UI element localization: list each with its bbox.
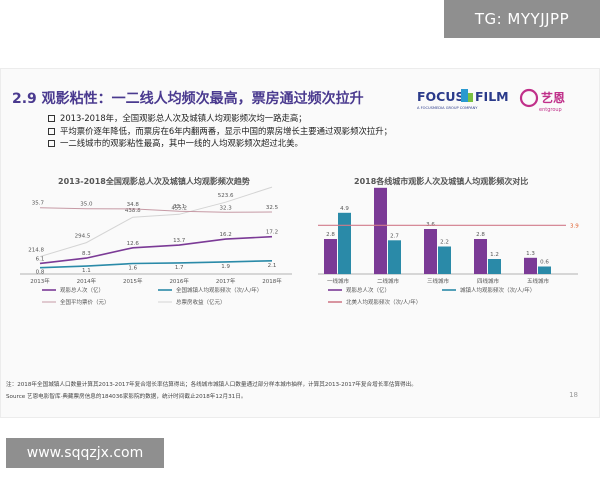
legend-label: 北美人均观影频次（次/人/年）	[346, 298, 421, 306]
logo-brand-sub-text: entgroup	[539, 107, 562, 113]
bar-value-label: 1.3	[526, 251, 535, 257]
reference-line-label: 3.9	[570, 223, 579, 229]
bar	[438, 246, 451, 274]
legend-label: 总票房收益（亿元）	[176, 298, 226, 306]
data-label: 1.9	[221, 264, 230, 270]
data-label: 1.1	[82, 268, 91, 274]
x-tick-label: 2017年	[216, 277, 236, 285]
data-label: 0.8	[36, 270, 45, 276]
bullet-square-icon	[48, 127, 55, 135]
data-label: 1.6	[128, 266, 137, 272]
series-line-1	[39, 260, 273, 269]
bullet-item: 2013-2018年，全国观影总人次及城镇人均观影频次均一路走高；	[48, 112, 392, 125]
bullet-square-icon	[48, 115, 55, 122]
x-tick-label: 2014年	[77, 277, 97, 285]
x-tick-label: 三线城市	[427, 277, 450, 285]
data-label: 32.3	[219, 205, 232, 211]
data-label: 12.6	[127, 241, 140, 247]
data-label: 294.5	[75, 234, 91, 240]
data-label: 32.5	[266, 205, 279, 211]
bar	[374, 187, 387, 275]
bar-chart: 2.84.9一线城市6.92.7二线城市3.62.2三线城市2.81.2四线城市…	[318, 186, 579, 306]
page-title: 2.9 观影粘性：一二线人均频次最高，票房通过频次拉升	[12, 91, 364, 107]
data-label: 2.1	[268, 263, 277, 269]
x-tick-label: 2015年	[123, 277, 143, 285]
legend-label: 观影总人次（亿）	[346, 286, 390, 294]
logo-film-text: FILM	[475, 89, 509, 104]
source-note: Source 艺恩电影智库·典藏票房信息的184036家影院的数据，统计时间截止…	[6, 394, 247, 400]
bar	[388, 240, 401, 275]
series-line-2	[39, 207, 273, 213]
data-label: 16.2	[219, 232, 231, 238]
slide: 2.9 观影粘性：一二线人均频次最高，票房通过频次拉升 FOCUS FILM A…	[0, 68, 600, 418]
bar	[488, 259, 501, 274]
page-number: 18	[569, 391, 578, 399]
bar-value-label: 1.2	[490, 252, 499, 258]
x-tick-label: 二线城市	[377, 277, 400, 285]
data-label: 35.7	[32, 201, 45, 207]
series-line-0	[39, 235, 273, 265]
bar	[538, 266, 551, 274]
data-label: 6.1	[36, 256, 45, 262]
bar	[474, 239, 487, 274]
footnote: 注：2018年全国城镇人口数量计算其2013-2017年复合增长率估算得出；各线…	[6, 382, 417, 388]
data-label: 33.1	[173, 204, 185, 210]
tg-overlay-badge: TG: MYYJJPP	[444, 0, 600, 38]
x-tick-label: 一线城市	[327, 277, 350, 285]
x-tick-label: 四线城市	[477, 277, 500, 285]
logo-brand-text: 艺恩	[541, 90, 565, 105]
data-label: 17.2	[266, 230, 278, 236]
data-label: 455.2	[171, 205, 187, 211]
bullet-item: 一二线城市的观影粘性最高，其中一线的人均观影频次超过北美。	[48, 137, 392, 150]
legend-label: 全国平均票价（元）	[60, 298, 110, 306]
legend-label: 观影总人次（亿）	[60, 286, 104, 294]
watermark-badge: www.sqqzjx.com	[6, 438, 164, 468]
series-line-3	[39, 186, 273, 258]
data-label: 8.3	[82, 251, 91, 257]
x-tick-label: 五线城市	[527, 277, 550, 285]
x-tick-label: 2013年	[30, 277, 50, 285]
data-label: 523.6	[218, 193, 234, 199]
bar-value-label: 2.7	[390, 233, 399, 239]
focus-film-entgroup-logo: FOCUS FILM A FOCUSMEDIA GROUP COMPANY 艺恩…	[417, 88, 565, 113]
line-chart: 2013年 2014年 2015年 2016年 2017年 2018年 214.8 294.5…	[20, 186, 292, 306]
legend-label: 城镇人均观影频次（次/人/年）	[460, 286, 535, 294]
x-tick-label: 2018年	[262, 277, 282, 285]
data-label: 35.0	[80, 202, 93, 208]
bar	[424, 229, 437, 274]
line-chart-title: 2013-2018全国观影总人次及城镇人均观影频次趋势	[58, 177, 250, 186]
bar	[324, 239, 337, 274]
logo-focus-text: FOCUS	[417, 89, 465, 104]
logo-sub-text: A FOCUSMEDIA GROUP COMPANY	[417, 106, 478, 110]
data-label: 34.8	[127, 202, 140, 208]
bar-value-label: 0.6	[540, 260, 549, 266]
data-label: 214.8	[28, 248, 44, 254]
bar-value-label: 2.8	[326, 232, 335, 238]
summary-bullets: 2013-2018年，全国观影总人次及城镇人均观影频次均一路走高； 平均票价逐年…	[48, 112, 392, 150]
bullet-item: 平均票价逐年降低，而票房在6年内翻两番，显示中国的票房增长主要通过观影频次拉升；	[48, 125, 392, 138]
bar-value-label: 2.8	[476, 232, 485, 238]
legend-label: 全国城镇人均观影频次（次/人/年）	[176, 286, 262, 294]
x-tick-label: 2016年	[169, 277, 189, 285]
data-label: 1.7	[175, 265, 184, 271]
data-label: 438.8	[125, 208, 141, 214]
bar	[338, 212, 351, 275]
bar-chart-title: 2018各线城市观影人次及城镇人均观影频次对比	[354, 177, 529, 186]
bar-value-label: 2.2	[440, 240, 449, 246]
bar	[524, 257, 537, 275]
bar-value-label: 4.9	[340, 206, 349, 212]
bar-value-label: 6.9	[376, 186, 385, 187]
data-label: 13.7	[173, 238, 186, 244]
bullet-square-icon	[48, 140, 55, 147]
